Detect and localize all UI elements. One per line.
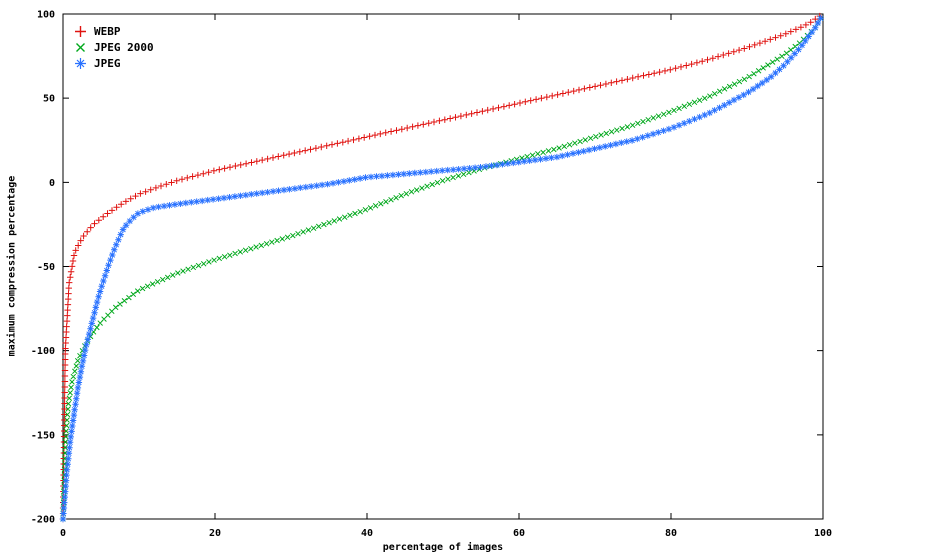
legend-label-webp: WEBP [94, 24, 121, 38]
legend: WEBP JPEG 2000 JPEG [74, 23, 154, 71]
legend-label-jpeg: JPEG [94, 56, 121, 70]
legend-item-webp: WEBP [74, 23, 154, 39]
legend-item-jpeg2000: JPEG 2000 [74, 39, 154, 55]
x-tick-label: 40 [361, 528, 373, 539]
y-tick-label: 50 [43, 94, 55, 105]
asterisk-marker-icon [75, 57, 86, 69]
x-tick-label: 0 [60, 528, 66, 539]
plot-border [62, 13, 824, 520]
y-tick-label: -200 [31, 515, 55, 526]
legend-label-jpeg2000: JPEG 2000 [94, 40, 154, 54]
y-axis-title: maximum compression percentage [6, 175, 18, 357]
x-tick-label: 80 [665, 528, 677, 539]
cross-marker-icon [76, 42, 85, 52]
cross-marker-path [76, 42, 85, 52]
y-tick-label: 100 [37, 10, 55, 21]
legend-item-jpeg: JPEG [74, 55, 154, 71]
y-tick-label: 0 [49, 178, 55, 189]
plus-marker-icon [75, 25, 86, 37]
series-webp [59, 12, 823, 523]
y-tick-label: -100 [31, 346, 55, 357]
x-tick-label: 100 [814, 528, 832, 539]
series-jpeg [59, 15, 824, 523]
series-jpeg-2000 [60, 15, 824, 522]
y-tick-label: -150 [31, 430, 55, 441]
x-tick-label: 20 [209, 528, 221, 539]
x-tick-label: 60 [513, 528, 525, 539]
x-axis-title: percentage of images [382, 542, 504, 553]
y-tick-label: -50 [37, 262, 55, 273]
plus-marker-path [75, 25, 86, 37]
asterisk-marker-path [75, 57, 86, 69]
axis-ticks [62, 13, 824, 520]
